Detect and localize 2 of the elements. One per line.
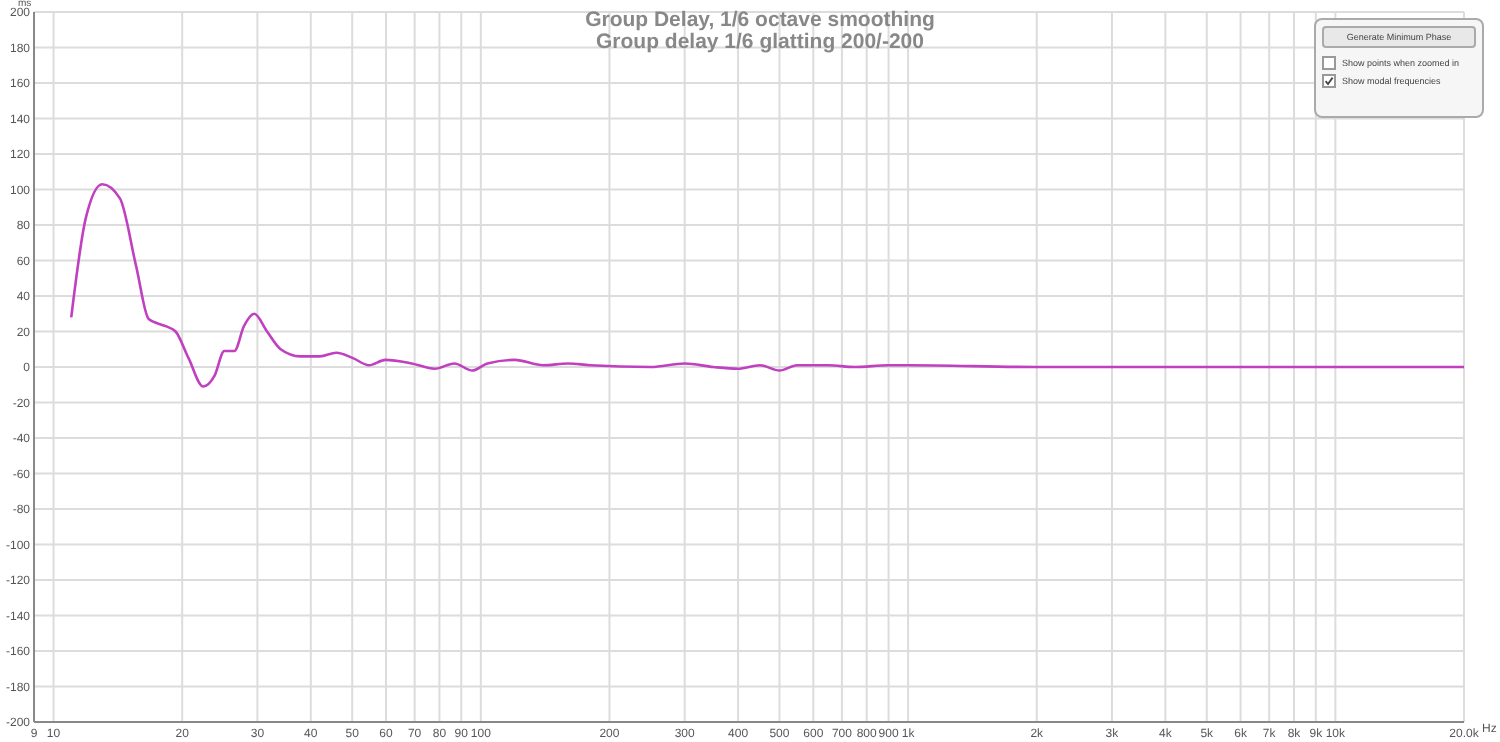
chart-title: Group Delay, 1/6 octave smoothing xyxy=(583,8,937,32)
text: Group delay 1/6 glatting 200/-200 xyxy=(596,30,924,54)
